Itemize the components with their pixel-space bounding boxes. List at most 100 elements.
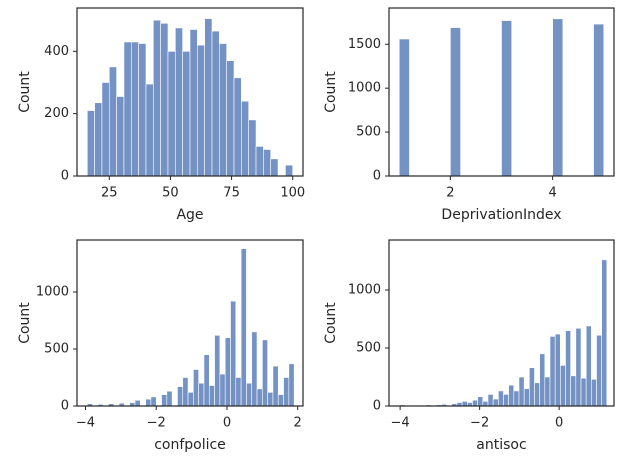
bar <box>596 334 602 407</box>
axes-frame <box>76 7 304 177</box>
x-axis-label: antisoc <box>476 437 526 453</box>
x-axis-label: confpolice <box>154 437 226 453</box>
y-tick-label: 1500 <box>348 37 381 52</box>
x-tick-label: 25 <box>101 186 118 201</box>
y-tick-label: 0 <box>373 169 381 184</box>
bar <box>224 337 231 407</box>
bar <box>277 394 284 407</box>
bar <box>123 41 132 177</box>
bar <box>552 18 564 177</box>
y-tick-label: 500 <box>44 341 69 356</box>
bar <box>263 149 272 177</box>
bar <box>549 336 556 407</box>
bar <box>145 398 152 407</box>
x-tick-label: 0 <box>223 416 231 431</box>
y-tick-label: 500 <box>356 340 381 355</box>
bar <box>580 377 587 407</box>
bar <box>197 44 205 177</box>
bar <box>591 379 597 407</box>
bar <box>256 388 263 407</box>
x-axis-label: Age <box>176 207 203 223</box>
bar <box>214 335 221 407</box>
x-tick-label: −4 <box>76 416 95 431</box>
bar <box>477 396 484 407</box>
axes-frame <box>388 239 615 407</box>
axes-frame <box>388 7 615 177</box>
bar <box>262 339 268 407</box>
bar <box>226 60 235 177</box>
bar <box>544 376 551 407</box>
x-axis-label: DeprivationIndex <box>441 207 561 223</box>
bar <box>203 354 210 407</box>
bar <box>472 399 478 407</box>
y-tick-label: 200 <box>44 106 69 121</box>
bar <box>235 377 242 407</box>
bar <box>167 51 176 177</box>
y-tick-label: 1000 <box>348 81 381 96</box>
bar <box>177 386 184 407</box>
bar <box>503 394 509 407</box>
bar <box>86 110 95 177</box>
bar <box>518 376 525 407</box>
x-tick-label: 2 <box>446 186 454 201</box>
bar <box>138 43 147 177</box>
bar <box>175 27 183 177</box>
bar <box>219 373 226 407</box>
x-tick-label: 0 <box>555 416 563 431</box>
bar <box>189 29 198 177</box>
bar <box>230 300 237 407</box>
bar <box>208 385 215 407</box>
x-tick-label: 100 <box>280 186 305 201</box>
bar <box>160 22 169 177</box>
bar <box>248 119 257 177</box>
bar <box>554 333 561 407</box>
bar <box>593 23 605 177</box>
x-tick-label: 2 <box>294 416 302 431</box>
bar <box>198 382 205 407</box>
bar <box>492 398 499 407</box>
y-tick-label: 400 <box>44 44 69 59</box>
bar <box>94 102 103 177</box>
bar <box>204 18 213 177</box>
bar <box>116 96 125 177</box>
bar <box>565 330 571 407</box>
bar <box>285 164 294 177</box>
bar <box>130 41 139 177</box>
bar <box>134 399 141 407</box>
x-tick-label: 75 <box>223 186 240 201</box>
bar <box>219 43 227 177</box>
bar <box>182 51 191 177</box>
bar <box>482 401 489 407</box>
bar <box>182 377 189 407</box>
bar <box>246 382 253 407</box>
bar <box>560 365 566 407</box>
bar <box>241 100 250 177</box>
y-tick-label: 500 <box>356 125 381 140</box>
x-tick-label: 4 <box>548 186 556 201</box>
bar <box>487 394 494 407</box>
bar <box>272 365 279 407</box>
y-tick-label: 0 <box>61 169 69 184</box>
bar <box>570 375 577 407</box>
bar <box>267 392 274 407</box>
bar <box>601 259 608 407</box>
bar <box>461 401 468 407</box>
bar <box>161 394 168 407</box>
y-axis-label: Count <box>323 302 339 344</box>
axes-frame <box>76 239 304 407</box>
bar <box>398 38 410 177</box>
bar <box>575 327 582 407</box>
x-tick-label: 50 <box>162 186 179 201</box>
bar <box>251 331 258 407</box>
bar <box>450 27 461 177</box>
y-axis-label: Count <box>17 302 33 344</box>
bar <box>150 396 157 407</box>
bar <box>529 367 535 407</box>
bar <box>108 66 117 177</box>
bar <box>153 19 161 177</box>
x-tick-label: −2 <box>470 416 489 431</box>
bar <box>585 325 592 407</box>
bar <box>501 20 513 177</box>
bar <box>498 390 504 407</box>
